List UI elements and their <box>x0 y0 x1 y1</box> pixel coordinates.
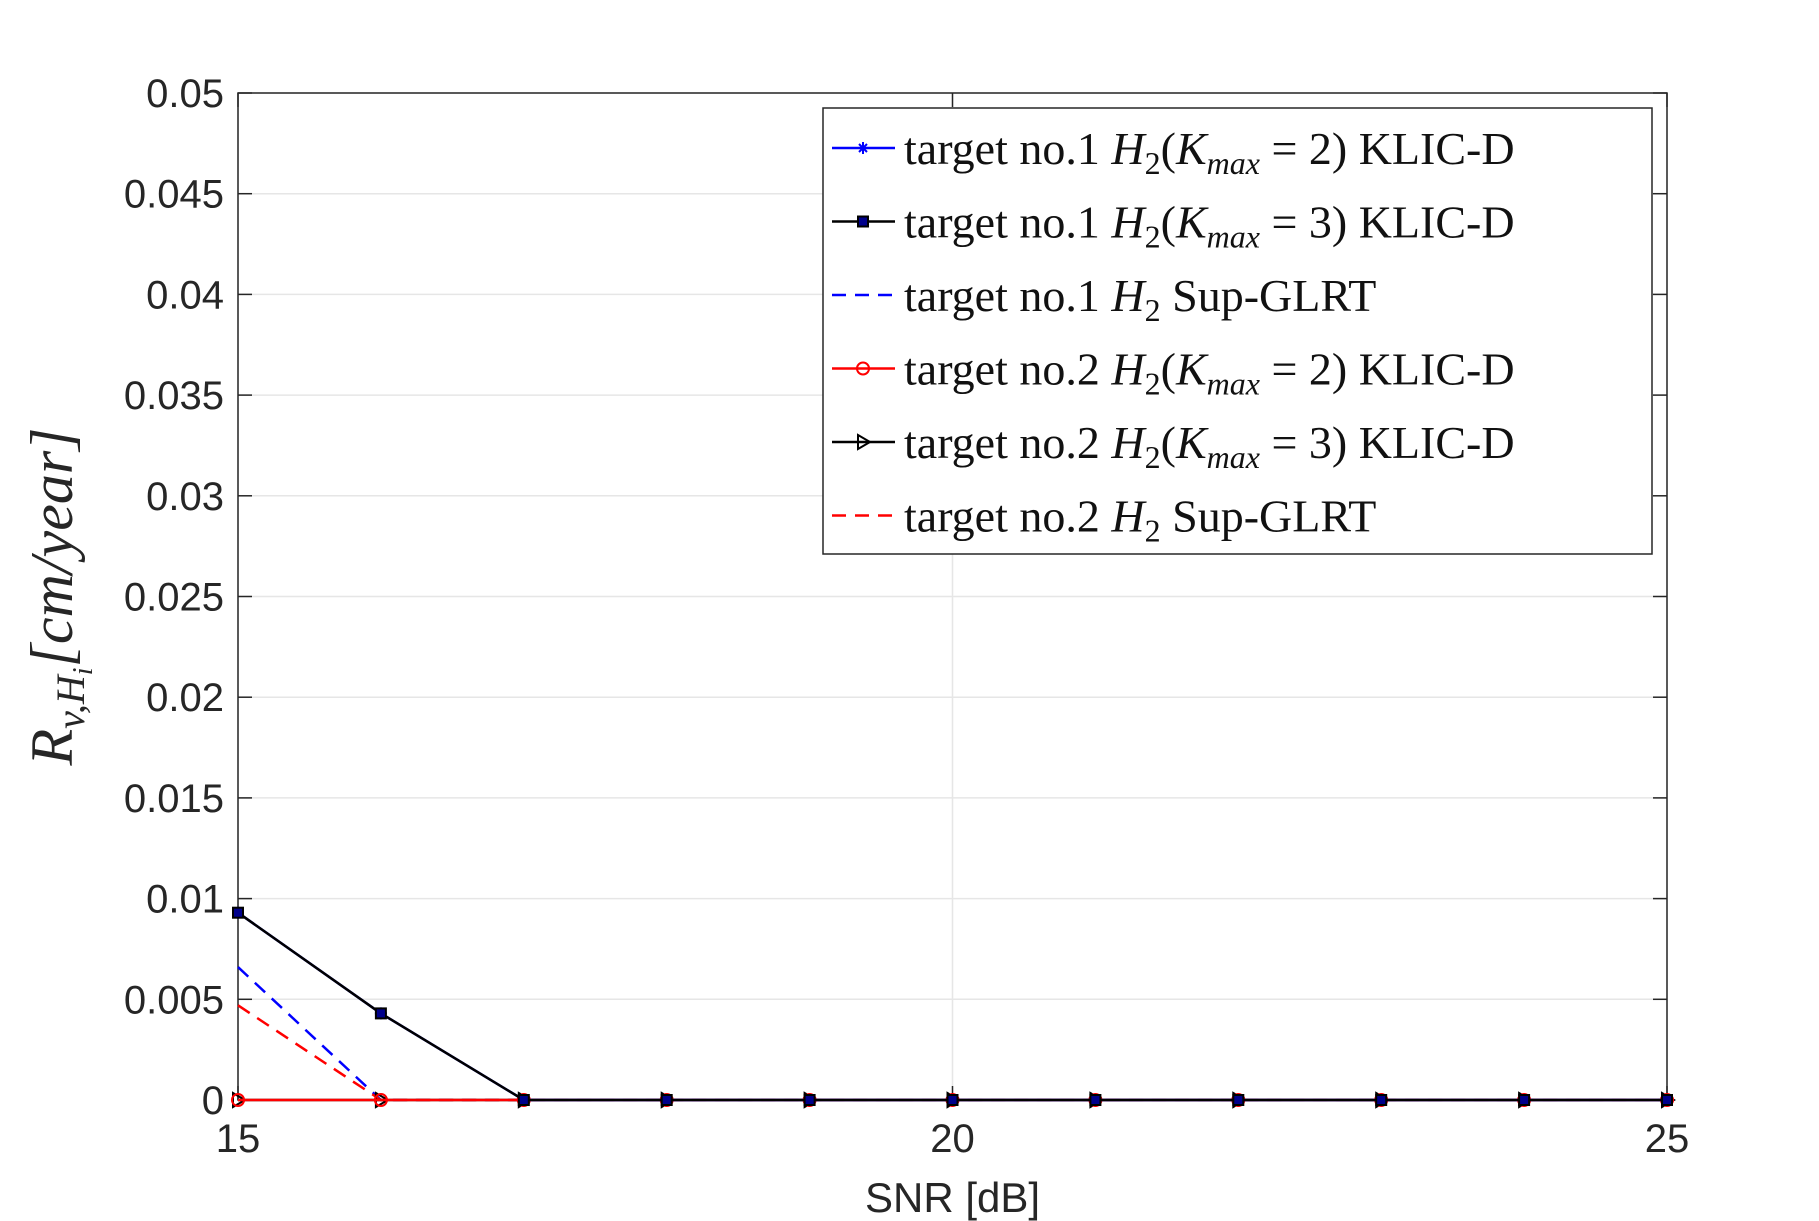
legend-label: target no.2 H2 Sup-GLRT <box>904 491 1376 549</box>
y-axis-label-sub: v,H <box>48 673 93 729</box>
y-axis-label: Rv,Hi[cm/year] <box>19 427 99 766</box>
y-tick-label: 0.01 <box>146 878 224 922</box>
y-axis-label-unit: [cm/year] <box>19 427 85 667</box>
legend-label: target no.2 H2(Kmax = 3) KLIC-D <box>904 417 1515 475</box>
y-tick-label: 0.025 <box>124 576 224 620</box>
legend-label: target no.1 H2(Kmax = 2) KLIC-D <box>904 123 1515 181</box>
y-axis-label-main: R <box>19 729 85 767</box>
legend-entry: target no.2 H2(Kmax = 2) KLIC-D <box>832 344 1515 402</box>
data-point <box>517 1094 530 1106</box>
data-point <box>232 906 244 919</box>
data-point <box>373 1093 388 1107</box>
y-tick-label: 0.04 <box>146 273 224 317</box>
data-point <box>1375 1094 1388 1106</box>
x-tick-label: 15 <box>216 1117 261 1161</box>
legend: target no.1 H2(Kmax = 2) KLIC-D target no… <box>822 107 1653 555</box>
legend-marker <box>857 433 872 451</box>
data-point <box>1232 1094 1245 1106</box>
y-tick-label: 0.015 <box>124 777 224 821</box>
y-tick-label: 0.05 <box>146 72 224 116</box>
y-tick-label: 0.045 <box>124 173 224 217</box>
x-tick-label: 20 <box>930 1117 975 1161</box>
legend-entry: target no.2 H2 Sup-GLRT <box>832 491 1376 549</box>
x-tick-label: 25 <box>1645 1117 1690 1161</box>
legend-box <box>822 107 1653 555</box>
y-axis-label-subsub: i <box>68 667 99 675</box>
data-point <box>374 1007 387 1020</box>
data-point <box>1089 1094 1102 1106</box>
legend-marker <box>856 361 870 376</box>
tick-labels: 0 0.005 0.01 0.015 0.02 0.025 0.03 0.035 0.04 0.0… <box>124 72 1689 1161</box>
data-point <box>231 1093 245 1107</box>
y-tick-label: 0 <box>202 1079 224 1123</box>
y-tick-label: 0.005 <box>124 978 224 1022</box>
data-point <box>1661 1094 1673 1106</box>
legend-entry: target no.2 H2(Kmax = 3) KLIC-D <box>832 417 1515 475</box>
x-axis-label: SNR [dB] <box>865 1174 1040 1221</box>
legend-label: target no.1 H2(Kmax = 3) KLIC-D <box>904 197 1515 255</box>
series-2 <box>232 906 1673 1106</box>
legend-marker <box>857 142 869 154</box>
legend-label: target no.1 H2 Sup-GLRT <box>904 270 1376 328</box>
data-point <box>946 1094 959 1106</box>
legend-marker <box>857 215 869 228</box>
data-point <box>660 1094 673 1106</box>
data-point <box>803 1094 816 1106</box>
series-layer <box>231 906 1676 1109</box>
legend-label: target no.2 H2(Kmax = 2) KLIC-D <box>904 344 1515 402</box>
legend-entry: target no.1 H2(Kmax = 2) KLIC-D <box>832 123 1515 181</box>
data-point <box>1518 1094 1531 1106</box>
legend-entry: target no.1 H2(Kmax = 3) KLIC-D <box>832 197 1515 255</box>
y-tick-label: 0.02 <box>146 676 224 720</box>
y-tick-label: 0.03 <box>146 475 224 519</box>
legend-entry: target no.1 H2 Sup-GLRT <box>832 270 1376 328</box>
y-tick-label: 0.035 <box>124 374 224 418</box>
